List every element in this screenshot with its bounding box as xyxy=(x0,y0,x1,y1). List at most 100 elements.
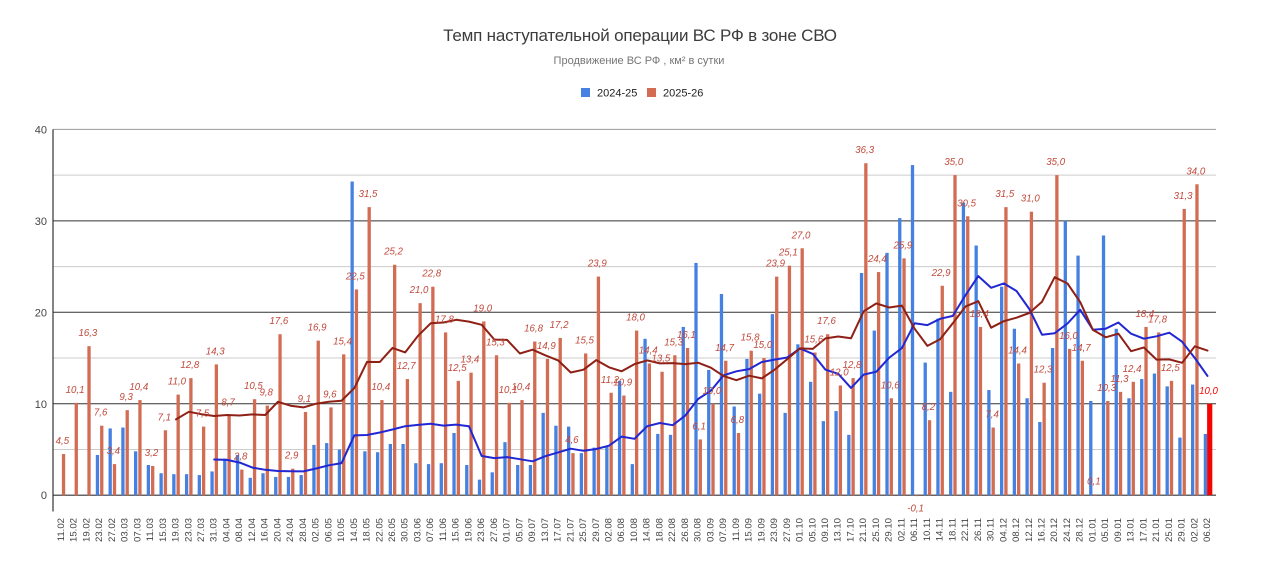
svg-text:20.12: 20.12 xyxy=(1049,518,1060,542)
svg-text:18.05: 18.05 xyxy=(362,518,373,542)
svg-text:0: 0 xyxy=(41,490,47,502)
svg-text:10,0: 10,0 xyxy=(1199,386,1218,397)
svg-text:25.01: 25.01 xyxy=(1164,518,1175,542)
svg-text:4,6: 4,6 xyxy=(565,435,579,446)
svg-text:17,6: 17,6 xyxy=(269,316,288,327)
svg-text:12,7: 12,7 xyxy=(397,361,416,372)
svg-text:10,3: 10,3 xyxy=(1097,383,1116,394)
svg-text:10.05: 10.05 xyxy=(336,518,347,542)
svg-text:30.08: 30.08 xyxy=(693,518,704,542)
svg-text:12,3: 12,3 xyxy=(1034,365,1053,376)
svg-text:9,1: 9,1 xyxy=(298,394,311,405)
svg-text:17.01: 17.01 xyxy=(1138,518,1149,542)
svg-text:15,0: 15,0 xyxy=(753,340,772,351)
svg-text:31,5: 31,5 xyxy=(359,189,378,200)
svg-text:21.01: 21.01 xyxy=(1151,518,1162,542)
svg-text:0,1: 0,1 xyxy=(1087,476,1100,487)
svg-text:10,6: 10,6 xyxy=(881,380,900,391)
svg-text:12.04: 12.04 xyxy=(247,517,258,542)
svg-text:10.11: 10.11 xyxy=(922,518,933,541)
svg-text:15,6: 15,6 xyxy=(804,335,823,346)
svg-text:10: 10 xyxy=(35,399,47,411)
svg-text:27.02: 27.02 xyxy=(107,518,118,542)
svg-text:13.07: 13.07 xyxy=(540,518,551,542)
svg-text:36,3: 36,3 xyxy=(855,145,874,156)
svg-text:09.07: 09.07 xyxy=(527,518,538,542)
svg-text:29.07: 29.07 xyxy=(591,518,602,542)
svg-text:8,7: 8,7 xyxy=(221,398,235,409)
svg-text:03.06: 03.06 xyxy=(412,518,423,542)
svg-text:29.01: 29.01 xyxy=(1177,518,1188,542)
svg-text:20.04: 20.04 xyxy=(272,517,283,542)
svg-text:28.12: 28.12 xyxy=(1075,518,1086,542)
svg-text:11,0: 11,0 xyxy=(168,377,187,388)
svg-text:19.02: 19.02 xyxy=(81,518,92,542)
svg-text:06.02: 06.02 xyxy=(1202,518,1213,542)
svg-text:17.07: 17.07 xyxy=(553,518,564,542)
svg-text:12,8: 12,8 xyxy=(180,360,199,371)
svg-text:Продвижение ВС РФ , км² в сутк: Продвижение ВС РФ , км² в сутки xyxy=(554,55,725,67)
svg-text:15,3: 15,3 xyxy=(664,337,683,348)
svg-text:10,1: 10,1 xyxy=(66,385,85,396)
svg-text:16,8: 16,8 xyxy=(524,324,543,335)
svg-text:3,4: 3,4 xyxy=(107,446,121,457)
svg-text:02.05: 02.05 xyxy=(311,518,322,542)
svg-text:31,3: 31,3 xyxy=(1174,191,1193,202)
svg-text:03.03: 03.03 xyxy=(120,518,131,542)
svg-text:30.05: 30.05 xyxy=(400,518,411,542)
svg-text:26.08: 26.08 xyxy=(680,518,691,542)
svg-text:17,8: 17,8 xyxy=(435,314,454,325)
svg-text:27.03: 27.03 xyxy=(196,518,207,542)
svg-text:22.08: 22.08 xyxy=(667,518,678,542)
svg-text:23.02: 23.02 xyxy=(94,518,105,542)
svg-text:16,3: 16,3 xyxy=(78,328,97,339)
svg-text:02.08: 02.08 xyxy=(604,518,615,542)
svg-text:31,0: 31,0 xyxy=(1021,194,1040,205)
svg-text:06.05: 06.05 xyxy=(323,518,334,542)
svg-text:12,5: 12,5 xyxy=(1161,363,1180,374)
svg-text:07.03: 07.03 xyxy=(132,518,143,542)
svg-text:21,0: 21,0 xyxy=(409,285,429,296)
svg-text:22.11: 22.11 xyxy=(960,518,971,541)
svg-text:19.06: 19.06 xyxy=(463,518,474,542)
svg-text:19.09: 19.09 xyxy=(756,518,767,542)
svg-text:11.03: 11.03 xyxy=(145,518,156,541)
svg-text:09.01: 09.01 xyxy=(1113,518,1124,542)
svg-text:15.06: 15.06 xyxy=(451,518,462,542)
svg-text:17,8: 17,8 xyxy=(1148,314,1167,325)
svg-text:22,8: 22,8 xyxy=(421,269,441,280)
svg-text:30.11: 30.11 xyxy=(986,518,997,541)
svg-text:9,3: 9,3 xyxy=(119,392,133,403)
svg-text:25,9: 25,9 xyxy=(892,240,912,251)
svg-text:23,9: 23,9 xyxy=(765,259,785,270)
svg-text:Темп наступательной операции В: Темп наступательной операции ВС РФ в зон… xyxy=(443,26,837,45)
svg-text:17.10: 17.10 xyxy=(845,518,856,542)
svg-text:2025-26: 2025-26 xyxy=(663,88,703,100)
svg-text:15,4: 15,4 xyxy=(333,336,352,347)
svg-text:7,4: 7,4 xyxy=(985,410,999,421)
svg-text:35,0: 35,0 xyxy=(944,157,963,168)
svg-text:08.12: 08.12 xyxy=(1011,518,1022,542)
svg-text:15,3: 15,3 xyxy=(486,337,505,348)
svg-text:05.10: 05.10 xyxy=(807,518,818,542)
svg-text:7,6: 7,6 xyxy=(94,408,108,419)
svg-text:10,4: 10,4 xyxy=(511,382,530,393)
svg-text:12,5: 12,5 xyxy=(448,363,467,374)
svg-text:31,5: 31,5 xyxy=(995,189,1014,200)
svg-text:16,0: 16,0 xyxy=(1059,331,1078,342)
svg-text:10,5: 10,5 xyxy=(244,381,263,392)
svg-text:13.01: 13.01 xyxy=(1126,518,1137,542)
svg-text:04.12: 04.12 xyxy=(998,518,1009,542)
svg-text:-0,1: -0,1 xyxy=(907,504,924,515)
svg-text:11.09: 11.09 xyxy=(731,518,742,541)
svg-text:21.07: 21.07 xyxy=(565,518,576,542)
svg-text:28.04: 28.04 xyxy=(298,517,309,542)
svg-text:16.04: 16.04 xyxy=(260,517,271,542)
svg-text:09.10: 09.10 xyxy=(820,518,831,542)
svg-text:03.09: 03.09 xyxy=(705,518,716,542)
svg-text:9,8: 9,8 xyxy=(259,388,273,399)
svg-text:01.07: 01.07 xyxy=(502,518,513,542)
svg-text:18,4: 18,4 xyxy=(970,309,989,320)
svg-text:16.12: 16.12 xyxy=(1036,518,1047,542)
svg-text:24.04: 24.04 xyxy=(285,517,296,542)
